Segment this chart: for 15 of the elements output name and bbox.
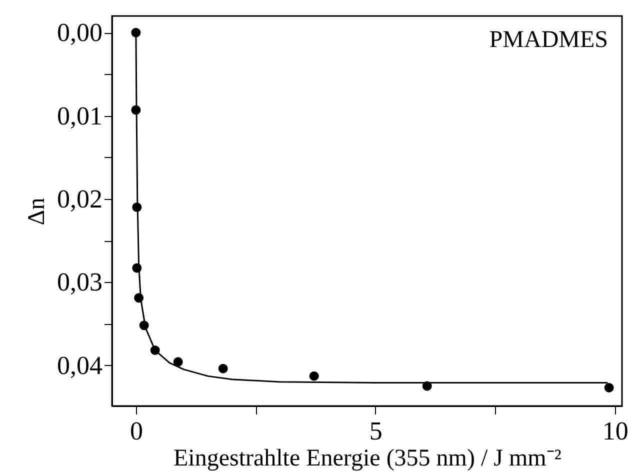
x-tick-label: 5 [369,416,382,446]
y-tick-label: 0,01 [57,101,102,130]
annotation: PMADMES [489,27,608,53]
point [218,364,228,374]
x-tick-label: 0 [130,416,143,446]
y-tick-label: 0,04 [57,350,102,380]
point [604,382,614,392]
point [309,371,319,381]
y-axis-title: Δn [24,198,50,226]
y-tick-label: 0,02 [57,184,102,214]
y-tick-label: 0,00 [57,18,102,48]
point [173,357,183,367]
x-tick-label: 10 [602,416,628,446]
y-tick-label: 0,03 [57,268,102,297]
x-axis-title: Eingestrahlte Energie (355 nm) / J mm⁻² [173,446,562,472]
